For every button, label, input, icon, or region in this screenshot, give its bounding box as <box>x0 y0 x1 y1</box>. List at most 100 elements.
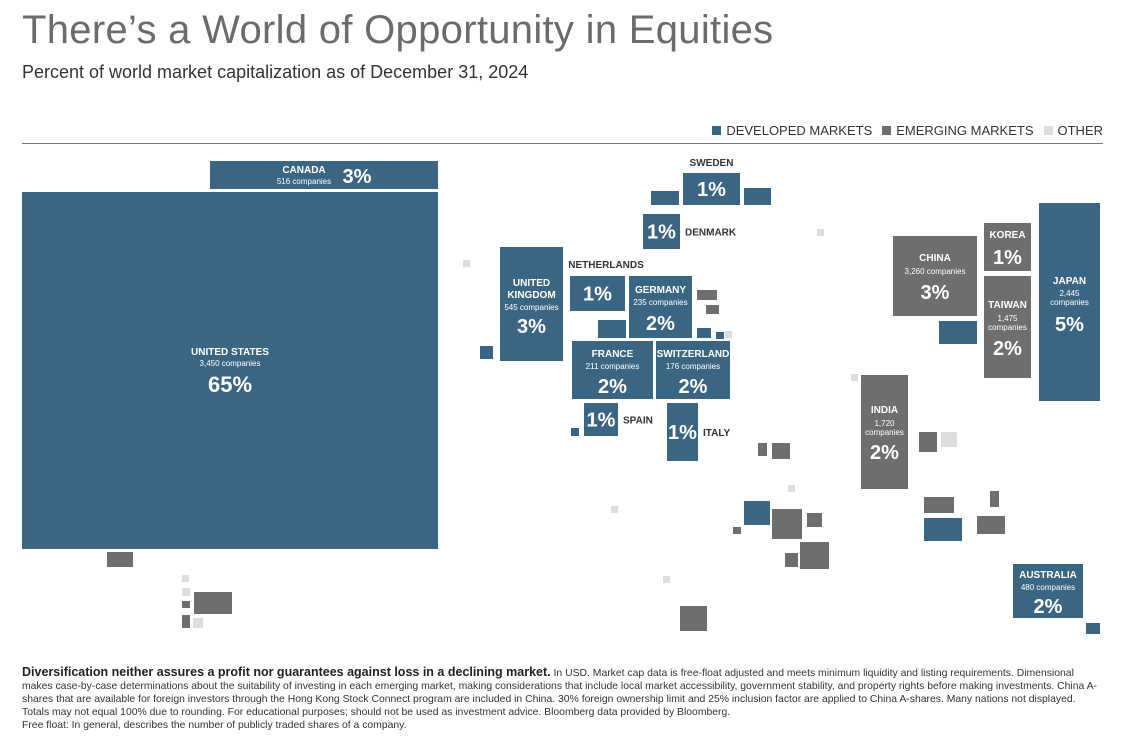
map-block-other-30 <box>817 229 824 236</box>
market-companies-canada: 516 companies <box>277 177 331 186</box>
market-percent-sweden: 1% <box>697 179 726 201</box>
map-block-other-33 <box>941 432 957 447</box>
map-block-developed-1 <box>744 188 771 205</box>
map-block-emerging-18 <box>772 443 790 459</box>
header-divider <box>22 143 1103 144</box>
map-block-developed-9 <box>924 518 962 541</box>
map-block-other-36 <box>663 576 670 583</box>
legend-swatch-emerging <box>882 126 892 135</box>
market-companies-suffix-taiwan: companies <box>988 323 1027 332</box>
map-block-developed-10 <box>1086 623 1100 634</box>
map-block-developed-6 <box>571 428 579 436</box>
map-block-other-32 <box>851 374 858 381</box>
map-block-emerging-22 <box>800 542 829 569</box>
map-block-emerging-21 <box>733 527 741 534</box>
map-block-emerging-26 <box>924 497 954 513</box>
map-block-emerging-19 <box>772 509 802 539</box>
market-box-sweden <box>683 173 740 205</box>
market-name-australia: AUSTRALIA <box>1019 570 1077 581</box>
map-block-developed-2 <box>480 346 493 359</box>
map-block-developed-4 <box>697 328 711 338</box>
map-block-emerging-13 <box>182 601 190 608</box>
footnote: Diversification neither assures a profit… <box>22 666 1102 732</box>
market-name-germany: GERMANY <box>635 285 686 296</box>
market-name-taiwan: TAIWAN <box>988 300 1027 311</box>
map-block-emerging-20 <box>807 513 822 527</box>
market-companies-suffix-india: companies <box>865 428 904 437</box>
footnote-free-float: Free float: In general, describes the nu… <box>22 720 407 731</box>
map-block-other-39 <box>182 588 190 596</box>
market-name-netherlands: NETHERLANDS <box>568 260 644 271</box>
footnote-text: In USD. Market cap data is free-float ad… <box>22 668 1097 718</box>
market-name-united-kingdom: UNITED <box>513 278 550 289</box>
market-box-taiwan <box>984 276 1031 378</box>
market-box-italy <box>667 403 698 461</box>
market-percent-germany: 2% <box>646 313 675 335</box>
market-name-united-states: UNITED STATES <box>191 347 269 358</box>
market-box-france <box>572 341 653 399</box>
market-box-denmark <box>643 214 680 249</box>
map-block-emerging-28 <box>977 516 1005 534</box>
map-block-emerging-14 <box>182 615 190 628</box>
market-percent-united-kingdom: 3% <box>517 316 546 338</box>
market-percent-france: 2% <box>598 376 627 398</box>
market-name-switzerland: SWITZERLAND <box>657 349 730 360</box>
market-percent-netherlands: 1% <box>583 284 612 306</box>
market-percent-korea: 1% <box>993 247 1022 269</box>
map-block-developed-0 <box>651 191 679 205</box>
market-box-united-states <box>22 192 438 549</box>
market-companies-china: 3,260 companies <box>905 267 966 276</box>
map-block-emerging-12 <box>194 592 232 614</box>
market-box-china <box>893 236 977 316</box>
map-block-developed-7 <box>939 321 977 344</box>
market-name-line2-united-kingdom: KINGDOM <box>507 290 555 301</box>
market-box-korea <box>984 223 1031 271</box>
market-name-denmark: DENMARK <box>685 228 737 239</box>
market-box-japan <box>1039 203 1100 401</box>
market-percent-india: 2% <box>870 442 899 464</box>
market-percent-taiwan: 2% <box>993 338 1022 360</box>
market-name-india: INDIA <box>871 405 898 416</box>
market-name-japan: JAPAN <box>1053 276 1086 287</box>
map-block-other-34 <box>788 485 795 492</box>
market-name-korea: KOREA <box>989 230 1025 241</box>
map-block-developed-3 <box>598 320 626 338</box>
market-percent-italy: 1% <box>668 422 697 444</box>
legend-swatch-developed <box>712 126 722 135</box>
market-box-india <box>861 375 908 489</box>
market-box-australia <box>1013 564 1083 618</box>
market-box-germany <box>629 276 692 338</box>
legend-label-developed: DEVELOPED MARKETS <box>726 123 873 138</box>
footnote-main: Diversification neither assures a profit… <box>22 666 1102 719</box>
market-companies-united-kingdom: 545 companies <box>504 303 558 312</box>
map-block-emerging-16 <box>706 305 719 314</box>
map-block-developed-5 <box>716 332 724 339</box>
market-percent-united-states: 65% <box>208 372 252 397</box>
market-box-switzerland <box>656 341 730 399</box>
market-companies-germany: 235 companies <box>633 298 687 307</box>
map-block-emerging-25 <box>919 432 937 452</box>
footnote-disclaimer: Diversification neither assures a profit… <box>22 665 551 679</box>
map-block-emerging-23 <box>785 553 798 567</box>
market-companies-suffix-japan: companies <box>1050 298 1089 307</box>
market-companies-united-states: 3,450 companies <box>200 359 261 368</box>
market-percent-denmark: 1% <box>647 222 676 244</box>
market-percent-china: 3% <box>921 282 950 304</box>
map-block-emerging-11 <box>107 552 133 567</box>
map-block-other-29 <box>463 260 470 267</box>
market-percent-japan: 5% <box>1055 314 1084 336</box>
map-block-other-37 <box>182 575 189 582</box>
legend-item-developed: DEVELOPED MARKETS <box>712 123 872 138</box>
market-box-spain <box>584 403 618 436</box>
map-block-emerging-15 <box>697 290 717 300</box>
map-block-other-35 <box>611 506 618 513</box>
map-block-developed-8 <box>744 501 770 525</box>
map-block-emerging-24 <box>680 606 707 631</box>
market-companies-france: 211 companies <box>586 362 640 371</box>
legend: DEVELOPED MARKETS EMERGING MARKETS OTHER <box>712 123 1103 138</box>
market-companies-taiwan: 1,475 <box>997 314 1018 323</box>
map-block-other-38 <box>193 618 203 628</box>
legend-label-other: OTHER <box>1057 123 1104 138</box>
market-name-france: FRANCE <box>592 349 634 360</box>
